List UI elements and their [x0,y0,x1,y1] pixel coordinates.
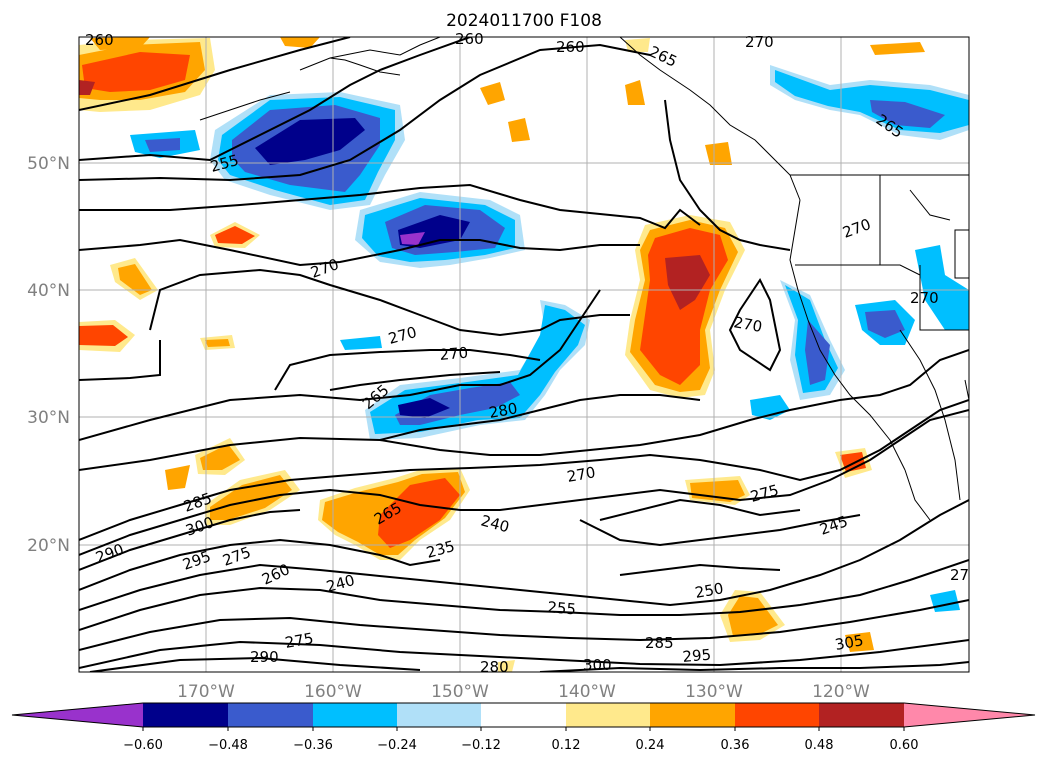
lon-label: 150°W [431,682,489,702]
colorbar-swatch [397,703,481,727]
colorbar-swatch [143,703,228,727]
contour-label: 270 [732,313,763,336]
colorbar-extend-min [12,703,143,727]
colorbar-tick-label: −0.36 [293,738,333,753]
lat-label: 40°N [27,281,70,301]
contour-label: 270 [745,33,774,51]
contour-label: 255 [547,598,577,618]
contour-label: 285 [645,634,674,652]
lon-label: 160°W [304,682,362,702]
colorbar-tick-label: −0.12 [461,738,501,753]
contour-label: 260 [85,31,114,49]
map-frame [78,36,970,673]
contour-label: 280 [480,658,509,676]
colorbar-swatch [481,703,566,727]
colorbar-tick-label: 0.48 [805,738,834,753]
colorbar-tick-label: 0.12 [552,738,581,753]
contour-label: 295 [682,646,712,666]
coastlines [199,37,969,521]
colorbar-swatch [650,703,735,727]
colorbar-tick-label: 0.60 [890,738,919,753]
colorbar-swatch [228,703,313,727]
lon-label: 170°W [177,682,235,702]
colorbar-extend-max [904,703,1035,727]
shaded-fields [79,37,969,672]
lon-label: 120°W [812,682,870,702]
colorbar-tick-label: 0.24 [636,738,665,753]
contour-label: 270 [910,289,939,307]
contour-label: 270 [566,463,597,486]
colorbar-swatch [566,703,650,727]
contour-label: 260 [556,38,585,56]
contour-label: 305 [834,631,865,654]
contour-label: 250 [694,579,725,602]
colorbar-tick-label: −0.48 [208,738,248,753]
colorbar-swatch [735,703,819,727]
lon-label: 130°W [685,682,743,702]
map-area [79,37,969,672]
contour-label: 275 [284,629,315,652]
contour-label: 290 [250,648,279,666]
contour-label: 300 [583,656,612,674]
longitude-labels: 170°W 160°W 150°W 140°W 130°W 120°W [177,682,870,702]
colorbar-swatch [819,703,904,727]
colorbar-tick-label: −0.60 [123,738,163,753]
contours [79,37,969,672]
colorbar-tick-label: −0.24 [377,738,417,753]
lat-label: 50°N [27,154,70,174]
map-title: 2024011700 F108 [446,11,602,31]
contour-label: 270 [439,344,469,364]
contour-label: 260 [455,30,484,48]
latitude-labels: 20°N 30°N 40°N 50°N [27,154,70,556]
colorbar-swatch [313,703,397,727]
lon-label: 140°W [558,682,616,702]
lat-label: 30°N [27,408,70,428]
contour-label: 27 [950,566,969,584]
contour-label: 280 [488,399,519,422]
lat-label: 20°N [27,536,70,556]
colorbar: −0.60 −0.48 −0.36 −0.24 −0.12 0.12 0.24 … [11,702,1036,753]
colorbar-tick-label: 0.36 [721,738,750,753]
